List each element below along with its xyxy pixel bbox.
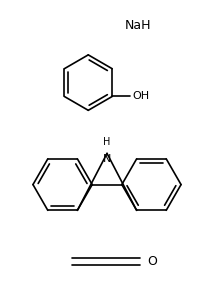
Text: N: N	[103, 154, 111, 164]
Text: NaH: NaH	[124, 19, 151, 32]
Text: OH: OH	[132, 91, 149, 101]
Text: H: H	[103, 137, 111, 147]
Text: O: O	[148, 255, 157, 268]
